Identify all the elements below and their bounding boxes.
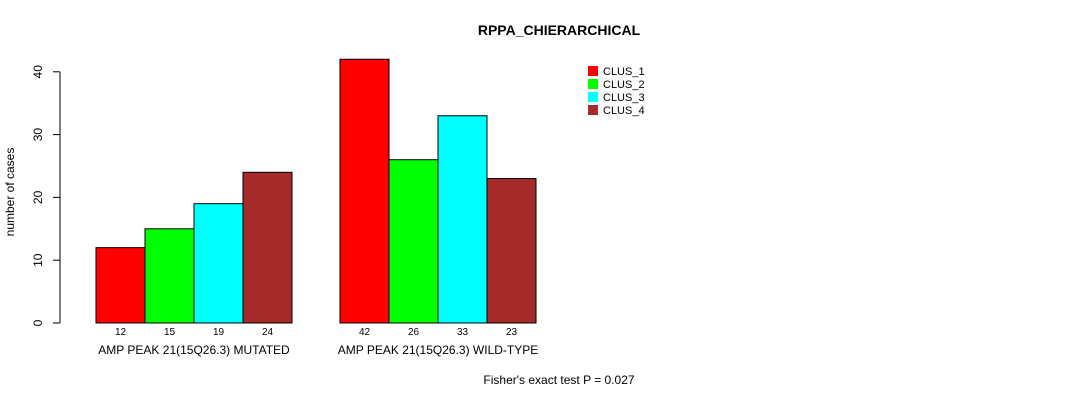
- bar-value-label: 15: [164, 327, 176, 338]
- bar-clus-4: [486, 178, 537, 324]
- bar-clus-1: [339, 58, 390, 324]
- bar-clus-2: [144, 228, 195, 324]
- bar-value-labels: 12 15 19 24 42 26 33 23: [115, 327, 518, 338]
- y-tick-label: 30: [31, 128, 45, 142]
- bar-clus-3: [193, 203, 244, 324]
- legend-swatch: [588, 66, 598, 76]
- bars-group: [95, 58, 537, 324]
- group-labels: AMP PEAK 21(15Q26.3) MUTATED AMP PEAK 21(…: [98, 343, 538, 357]
- group-label: AMP PEAK 21(15Q26.3) MUTATED: [98, 343, 290, 357]
- legend-label: CLUS_1: [603, 66, 645, 78]
- bar-value-label: 26: [408, 327, 420, 338]
- legend-label: CLUS_3: [603, 92, 645, 104]
- legend-swatch: [588, 105, 598, 115]
- bar-value-label: 23: [506, 327, 518, 338]
- legend-label: CLUS_4: [603, 105, 645, 117]
- y-tick-label: 0: [31, 319, 45, 326]
- group-label: AMP PEAK 21(15Q26.3) WILD-TYPE: [338, 343, 539, 357]
- bar-clus-3: [437, 115, 488, 324]
- bar-value-label: 19: [213, 327, 225, 338]
- legend-swatch: [588, 92, 598, 102]
- bar-value-label: 24: [262, 327, 274, 338]
- legend-swatch: [588, 79, 598, 89]
- bar-clus-4: [242, 171, 293, 324]
- bar-value-label: 33: [457, 327, 469, 338]
- y-tick-label: 10: [31, 253, 45, 267]
- annotation-fisher-test: Fisher's exact test P = 0.027: [483, 373, 634, 387]
- chart-title: RPPA_CHIERARCHICAL: [478, 22, 641, 38]
- y-axis-label: number of cases: [3, 148, 17, 237]
- legend-label: CLUS_2: [603, 79, 645, 91]
- bar-value-label: 42: [359, 327, 371, 338]
- y-tick-label: 40: [31, 65, 45, 79]
- bar-clus-2: [388, 159, 439, 324]
- y-axis: 0 10 20 30 40: [31, 65, 61, 326]
- bar-value-label: 12: [115, 327, 127, 338]
- bar-clus-1: [95, 247, 146, 324]
- y-tick-label: 20: [31, 190, 45, 204]
